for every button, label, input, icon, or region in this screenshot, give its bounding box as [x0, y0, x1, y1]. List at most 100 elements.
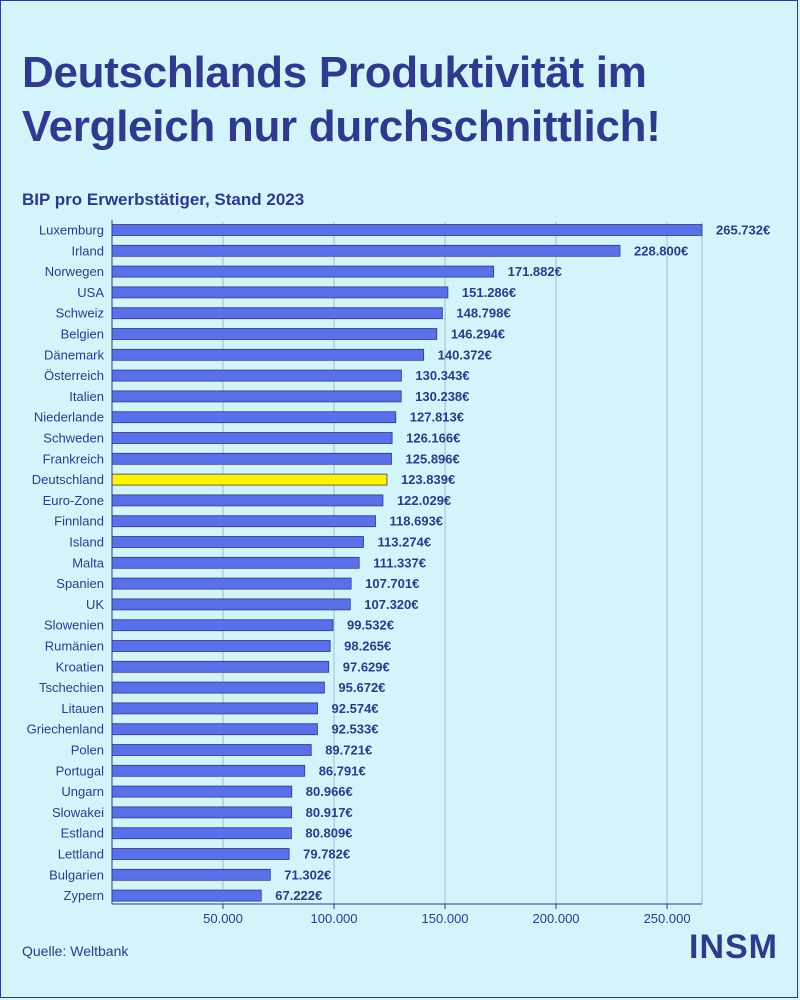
bar: [111, 848, 290, 860]
category-label: Tschechien: [39, 680, 104, 695]
bar: [111, 785, 293, 798]
category-label: Dänemark: [44, 347, 104, 362]
bar: [111, 660, 330, 673]
value-label: 151.286€: [462, 285, 516, 300]
bar: [111, 286, 449, 299]
title-line-2: Vergleich nur durchschnittlich!: [22, 102, 661, 151]
x-tick-label: 50.000: [203, 911, 243, 926]
bar: [111, 619, 334, 632]
bar: [111, 307, 443, 320]
category-label: Finnland: [54, 514, 104, 529]
category-label: Litauen: [61, 701, 104, 716]
value-label: 146.294€: [451, 327, 505, 342]
value-label: 140.372€: [438, 347, 492, 362]
value-label: 80.917€: [306, 805, 353, 820]
value-label: 130.343€: [415, 368, 469, 383]
category-label: Slowenien: [44, 618, 104, 633]
value-label: 171.882€: [508, 264, 562, 279]
value-label: 86.791€: [319, 763, 366, 778]
bar: [111, 411, 397, 424]
value-label: 92.574€: [332, 701, 379, 716]
source-note: Quelle: Weltbank: [22, 943, 129, 959]
value-label: 107.701€: [365, 576, 419, 591]
category-label: Bulgarien: [49, 867, 104, 882]
value-label: 148.798€: [456, 306, 510, 321]
bar: [111, 348, 425, 361]
category-label: Deutschland: [32, 472, 104, 487]
bar: [111, 265, 495, 278]
value-label: 79.782€: [303, 847, 350, 862]
category-label: Österreich: [44, 368, 104, 383]
value-label: 89.721€: [325, 743, 372, 758]
category-label: Slowakei: [52, 805, 104, 820]
value-label: 130.238€: [415, 389, 469, 404]
value-label: 95.672€: [338, 680, 385, 695]
category-label: Norwegen: [45, 264, 104, 279]
bar: [111, 702, 318, 715]
bar: [111, 577, 352, 590]
category-label: Belgien: [61, 327, 104, 342]
bar: [111, 244, 621, 257]
category-label: Italien: [69, 389, 104, 404]
category-label: Lettland: [58, 847, 104, 862]
category-label: UK: [86, 597, 104, 612]
value-label: 265.732€: [716, 223, 770, 238]
bar: [111, 744, 312, 756]
bar: [111, 494, 384, 507]
category-label: Griechenland: [27, 722, 104, 737]
bar: [111, 536, 364, 548]
value-label: 97.629€: [343, 659, 390, 674]
category-label: Kroatien: [56, 659, 104, 674]
category-label: USA: [77, 285, 104, 300]
value-label: 67.222€: [275, 888, 322, 903]
category-label: Luxemburg: [39, 223, 104, 238]
bar: [111, 598, 351, 611]
category-label: Frankreich: [43, 451, 104, 466]
bar: [111, 889, 262, 902]
bar: [111, 868, 271, 881]
bar: [111, 452, 392, 465]
bar: [111, 556, 360, 569]
value-label: 125.896€: [406, 451, 460, 466]
category-label: Spanien: [56, 576, 104, 591]
bar: [111, 640, 331, 652]
value-label: 111.337€: [373, 555, 426, 570]
value-label: 126.166€: [406, 431, 460, 446]
x-tick-label: 150.000: [422, 911, 469, 926]
category-label: Schweden: [43, 431, 104, 446]
page-title: Deutschlands Produktivität im Vergleich …: [22, 46, 792, 154]
category-label: Irland: [71, 243, 104, 258]
bar: [111, 723, 318, 736]
category-label: Zypern: [64, 888, 104, 903]
value-label: 123.839€: [401, 472, 455, 487]
category-label: Portugal: [56, 763, 105, 778]
category-label: Malta: [72, 555, 105, 570]
category-label: Polen: [71, 743, 104, 758]
value-label: 228.800€: [634, 243, 688, 258]
value-label: 122.029€: [397, 493, 451, 508]
bar: [111, 764, 306, 777]
bar: [111, 827, 292, 840]
value-label: 127.813€: [410, 410, 464, 425]
value-label: 113.274€: [378, 535, 432, 550]
value-label: 80.966€: [306, 784, 353, 799]
bar: [111, 224, 703, 236]
category-label: Estland: [61, 826, 104, 841]
category-label: Rumänien: [45, 639, 104, 654]
bar: [111, 681, 325, 694]
title-line-1: Deutschlands Produktivität im: [22, 48, 647, 97]
value-label: 118.693€: [390, 514, 444, 529]
x-tick-label: 100.000: [311, 911, 358, 926]
bar: [111, 369, 402, 382]
value-label: 107.320€: [364, 597, 418, 612]
bar: [111, 390, 402, 403]
value-label: 99.532€: [347, 618, 394, 633]
value-label: 98.265€: [344, 639, 391, 654]
category-label: Niederlande: [34, 410, 104, 425]
insm-logo: INSM: [689, 928, 778, 966]
bar: [111, 432, 393, 444]
x-tick-label: 200.000: [533, 911, 580, 926]
bar: [111, 328, 438, 340]
